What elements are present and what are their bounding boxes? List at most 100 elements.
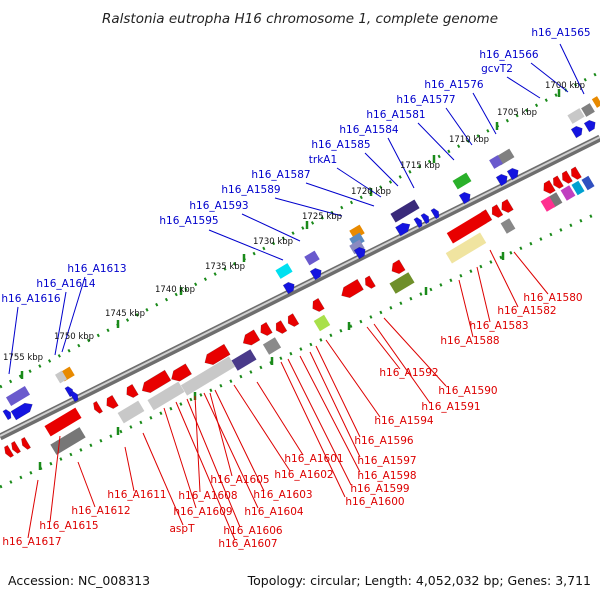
- reverse-leader-line: [280, 361, 346, 498]
- reverse-gene-block: [570, 166, 582, 180]
- forward-gene-block: [583, 119, 596, 133]
- reverse-gene-block: [312, 297, 325, 312]
- forward-gene-block: [69, 391, 79, 403]
- forward-gene-label: h16_A1595: [159, 215, 218, 227]
- backbone-highlight: [0, 136, 600, 437]
- reverse-leader-line: [214, 389, 265, 492]
- inner-tick-ring: [0, 210, 600, 489]
- reverse-leader-line: [513, 251, 549, 295]
- reverse-feature-box: [147, 381, 185, 411]
- forward-gene-block: [353, 246, 366, 260]
- genome-summary-text: Topology: circular; Length: 4,052,032 bp…: [247, 573, 591, 588]
- reverse-gene-block: [171, 363, 193, 382]
- forward-leader-line: [54, 291, 67, 356]
- reverse-gene-block: [287, 313, 300, 327]
- reverse-leader-line: [325, 339, 381, 418]
- forward-gene-block: [282, 281, 295, 295]
- forward-leader-line: [274, 197, 343, 217]
- reverse-leader-line: [124, 446, 135, 492]
- reverse-gene-block: [204, 343, 231, 366]
- forward-gene-label: h16_A1593: [189, 200, 248, 212]
- reverse-gene-label: h16_A1583: [469, 320, 528, 332]
- reverse-leader-line: [77, 461, 96, 508]
- forward-feature-box: [452, 172, 472, 190]
- kbp-tick-label: 1700 kbp: [545, 81, 585, 91]
- map-title: Ralstonia eutropha H16 chromosome 1, com…: [101, 11, 499, 27]
- forward-gene-label: h16_A1614: [36, 278, 95, 290]
- reverse-feature-box: [180, 356, 236, 396]
- reverse-gene-label: h16_A1608: [178, 490, 237, 502]
- forward-gene-label: h16_A1577: [396, 94, 455, 106]
- forward-gene-block: [420, 213, 430, 225]
- reverse-leader-line: [49, 435, 61, 523]
- forward-gene-block: [2, 409, 12, 421]
- forward-leader-line: [208, 229, 284, 261]
- reverse-leader-line: [315, 345, 361, 438]
- forward-gene-label: h16_A1616: [1, 293, 60, 305]
- reverse-leader-line: [175, 401, 236, 541]
- reverse-gene-block: [275, 320, 288, 334]
- kbp-tick-label: 1730 kbp: [253, 237, 293, 247]
- forward-leader-line: [364, 152, 399, 187]
- reverse-gene-label: h16_A1600: [345, 496, 404, 508]
- reverse-gene-block: [391, 259, 406, 275]
- kbp-tick-label: 1725 kbp: [302, 212, 342, 222]
- reverse-leader-line: [233, 384, 291, 472]
- reverse-feature-box: [500, 218, 516, 234]
- reverse-feature-box: [560, 185, 576, 201]
- forward-leader-line: [530, 62, 569, 93]
- tick-rings: [0, 70, 600, 489]
- reverse-gene-label: h16_A1599: [350, 483, 409, 495]
- forward-feature-box: [304, 250, 320, 266]
- forward-gene-label: h16_A1566: [479, 49, 538, 61]
- reverse-gene-block: [491, 204, 504, 218]
- reverse-gene-block: [446, 212, 488, 244]
- kbp-tick-label: 1740 kbp: [155, 285, 195, 295]
- reverse-leader-line: [27, 479, 39, 539]
- reverse-gene-block: [561, 170, 573, 184]
- reverse-leader-line: [476, 266, 491, 323]
- forward-feature-box: [581, 103, 595, 117]
- reverse-gene-label: h16_A1601: [284, 453, 343, 465]
- forward-gene-label: h16_A1589: [221, 184, 280, 196]
- forward-gene-block: [458, 191, 471, 205]
- genome-map-canvas: 1700 kbp 1705 kbp 1710 kbp 1715 kbp 1720 kbp…: [0, 27, 600, 550]
- reverse-leader-line: [489, 249, 519, 308]
- reverse-gene-label: h16_A1580: [523, 292, 582, 304]
- forward-feature-box: [54, 370, 68, 384]
- reverse-gene-block: [93, 400, 104, 414]
- reverse-feature-box: [540, 196, 556, 212]
- reverse-feature-box: [50, 427, 86, 455]
- reverse-gene-label: aspT: [170, 523, 196, 535]
- reverse-feature-box: [313, 314, 331, 332]
- reverse-leader-line: [287, 358, 352, 486]
- forward-feature-box: [349, 224, 365, 240]
- reverse-gene-block: [543, 179, 556, 194]
- reverse-gene-label: h16_A1596: [354, 435, 413, 447]
- forward-leader-line: [472, 92, 497, 135]
- reverse-gene-label: h16_A1602: [274, 469, 333, 481]
- forward-gene-label: trkA1: [309, 154, 337, 166]
- reverse-leader-line: [373, 323, 431, 404]
- forward-feature-box: [489, 155, 503, 169]
- forward-feature-box: [591, 96, 600, 108]
- kbp-tick-label: 1710 kbp: [449, 135, 489, 145]
- forward-gene-block: [309, 267, 322, 281]
- kbp-tick-label: 1755 kbp: [3, 353, 43, 363]
- forward-gene-label: h16_A1584: [339, 124, 398, 136]
- reverse-leader-line: [203, 392, 259, 509]
- forward-leader-line: [559, 43, 585, 95]
- reverse-gene-block: [242, 329, 261, 346]
- forward-gene-label: h16_A1576: [424, 79, 483, 91]
- label-leaders: [8, 43, 585, 541]
- reverse-gene-label: h16_A1617: [2, 536, 61, 548]
- reverse-gene-block: [106, 394, 119, 409]
- reverse-gene-label: h16_A1605: [210, 474, 269, 486]
- kbp-tick-label: 1715 kbp: [400, 161, 440, 171]
- reverse-gene-label: h16_A1591: [421, 401, 480, 413]
- reverse-leader-line: [256, 381, 304, 456]
- forward-leader-line: [387, 137, 415, 189]
- reverse-gene-label: h16_A1582: [497, 305, 556, 317]
- forward-feature-box: [5, 386, 31, 406]
